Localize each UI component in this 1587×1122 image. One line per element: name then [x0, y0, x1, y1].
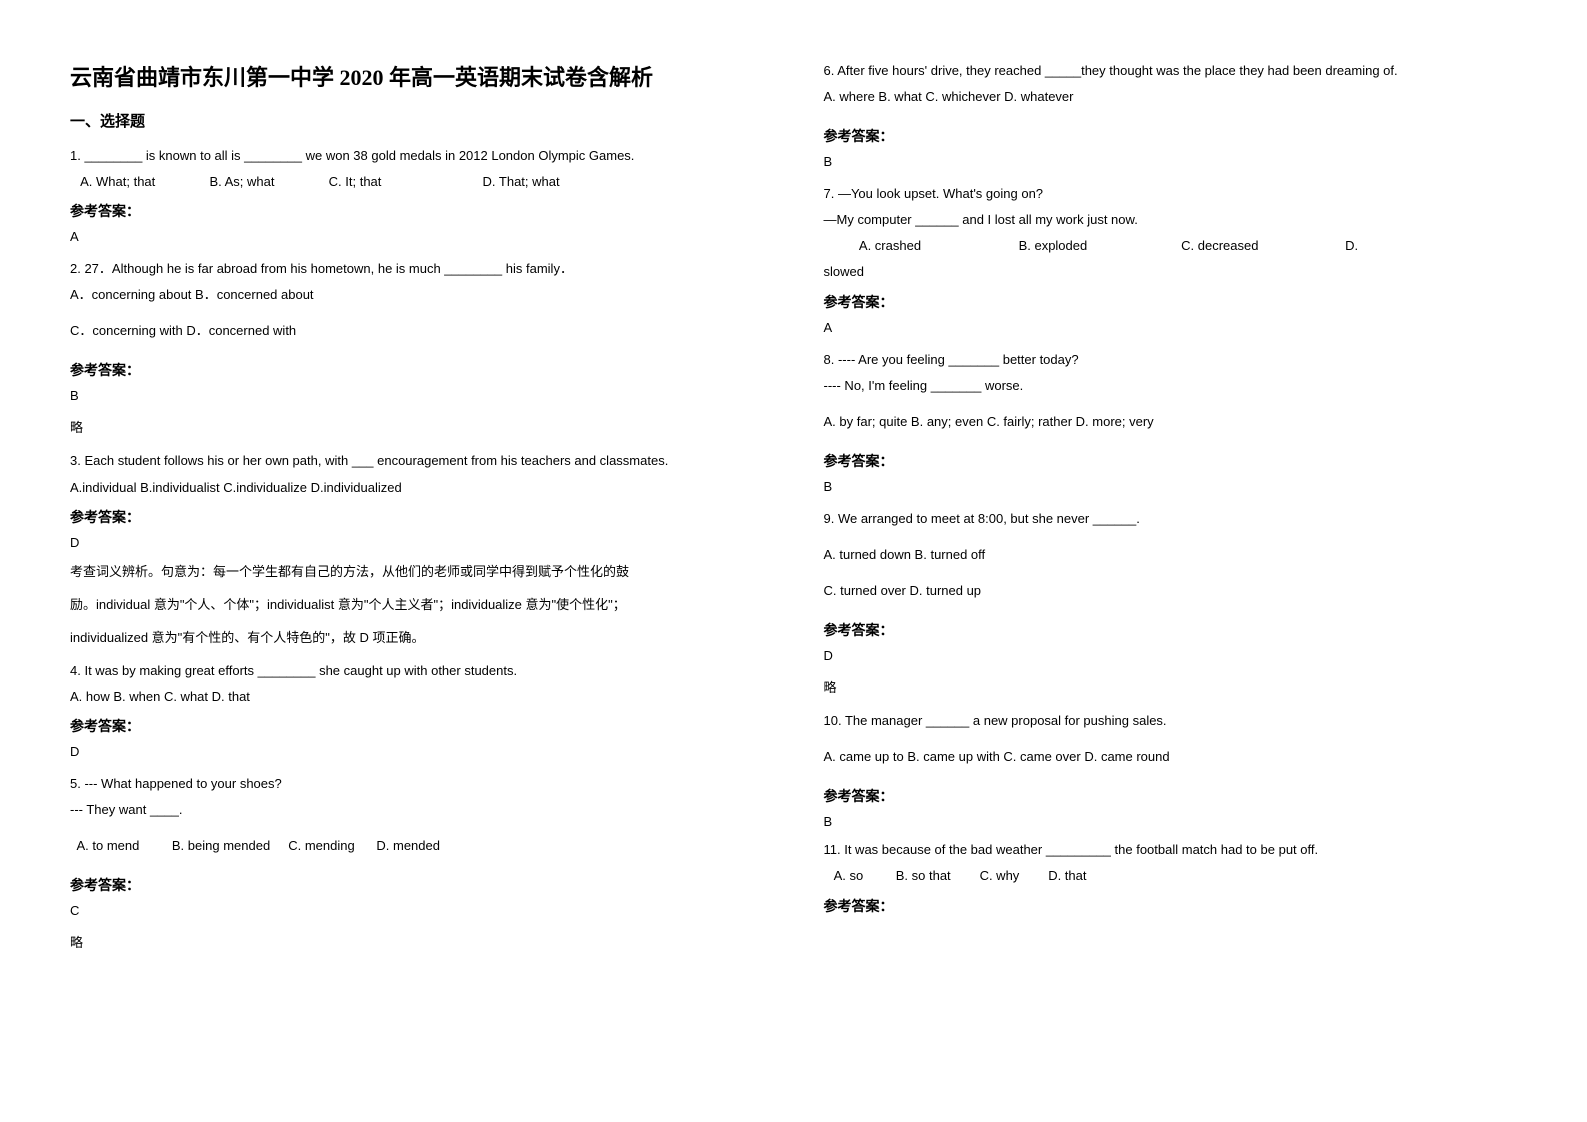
question-3-explanation-3: individualized 意为"有个性的、有个人特色的"，故 D 项正确。: [70, 626, 764, 649]
section-header: 一、选择题: [70, 110, 764, 131]
question-7-text: 7. —You look upset. What's going on?: [824, 183, 1518, 205]
question-2-options-c: C．concerning with D．concerned with: [70, 320, 764, 342]
question-4-answer: D: [70, 744, 764, 759]
question-6-options: A. where B. what C. whichever D. whateve…: [824, 86, 1518, 108]
question-8-options: A. by far; quite B. any; even C. fairly;…: [824, 411, 1518, 433]
answer-label: 参考答案：: [824, 786, 1518, 806]
question-8-text2: ---- No, I'm feeling _______ worse.: [824, 375, 1518, 397]
question-5-text: 5. --- What happened to your shoes?: [70, 773, 764, 795]
question-8-answer: B: [824, 479, 1518, 494]
answer-label: 参考答案：: [824, 451, 1518, 471]
answer-label: 参考答案：: [70, 875, 764, 895]
answer-label: 参考答案：: [824, 292, 1518, 312]
question-5-text2: --- They want ____.: [70, 799, 764, 821]
question-6-text: 6. After five hours' drive, they reached…: [824, 60, 1518, 82]
question-3-answer: D: [70, 535, 764, 550]
question-9-text: 9. We arranged to meet at 8:00, but she …: [824, 508, 1518, 530]
question-10-text: 10. The manager ______ a new proposal fo…: [824, 710, 1518, 732]
question-3-explanation-2: 励。individual 意为"个人、个体"；individualist 意为"…: [70, 593, 764, 616]
question-7-text2: —My computer ______ and I lost all my wo…: [824, 209, 1518, 231]
question-2-text: 2. 27．Although he is far abroad from his…: [70, 258, 764, 280]
answer-label: 参考答案：: [70, 201, 764, 221]
answer-label: 参考答案：: [70, 360, 764, 380]
question-9-answer: D: [824, 648, 1518, 663]
question-5-options: A. to mend B. being mended C. mending D.…: [70, 835, 764, 857]
question-7-answer: A: [824, 320, 1518, 335]
question-3-explanation-1: 考查词义辨析。句意为：每一个学生都有自己的方法，从他们的老师或同学中得到赋予个性…: [70, 560, 764, 583]
question-2-answer: B: [70, 388, 764, 403]
question-3-text: 3. Each student follows his or her own p…: [70, 450, 764, 472]
question-1-text: 1. ________ is known to all is ________ …: [70, 145, 764, 167]
question-7-options: A. crashed B. exploded C. decreased D.: [824, 235, 1518, 257]
question-2-skip: 略: [70, 417, 764, 436]
right-column: 6. After five hours' drive, they reached…: [794, 60, 1548, 1092]
answer-label: 参考答案：: [824, 896, 1518, 916]
answer-label: 参考答案：: [824, 620, 1518, 640]
question-6-answer: B: [824, 154, 1518, 169]
question-10-answer: B: [824, 814, 1518, 829]
question-11-text: 11. It was because of the bad weather __…: [824, 839, 1518, 861]
answer-label: 参考答案：: [70, 716, 764, 736]
answer-label: 参考答案：: [70, 507, 764, 527]
question-1-answer: A: [70, 229, 764, 244]
answer-label: 参考答案：: [824, 126, 1518, 146]
question-7-options2: slowed: [824, 261, 1518, 283]
question-9-options-a: A. turned down B. turned off: [824, 544, 1518, 566]
left-column: 云南省曲靖市东川第一中学 2020 年高一英语期末试卷含解析 一、选择题 1. …: [40, 60, 794, 1092]
question-9-skip: 略: [824, 677, 1518, 696]
question-4-options: A. how B. when C. what D. that: [70, 686, 764, 708]
question-5-skip: 略: [70, 932, 764, 951]
question-9-options-c: C. turned over D. turned up: [824, 580, 1518, 602]
question-2-options-a: A．concerning about B．concerned about: [70, 284, 764, 306]
question-4-text: 4. It was by making great efforts ______…: [70, 660, 764, 682]
question-3-options: A.individual B.individualist C.individua…: [70, 477, 764, 499]
question-8-text: 8. ---- Are you feeling _______ better t…: [824, 349, 1518, 371]
document-title: 云南省曲靖市东川第一中学 2020 年高一英语期末试卷含解析: [70, 60, 764, 92]
question-11-options: A. so B. so that C. why D. that: [824, 865, 1518, 887]
question-1-options: A. What; that B. As; what C. It; that D.…: [70, 171, 764, 193]
question-5-answer: C: [70, 903, 764, 918]
question-10-options: A. came up to B. came up with C. came ov…: [824, 746, 1518, 768]
page-container: 云南省曲靖市东川第一中学 2020 年高一英语期末试卷含解析 一、选择题 1. …: [0, 0, 1587, 1122]
